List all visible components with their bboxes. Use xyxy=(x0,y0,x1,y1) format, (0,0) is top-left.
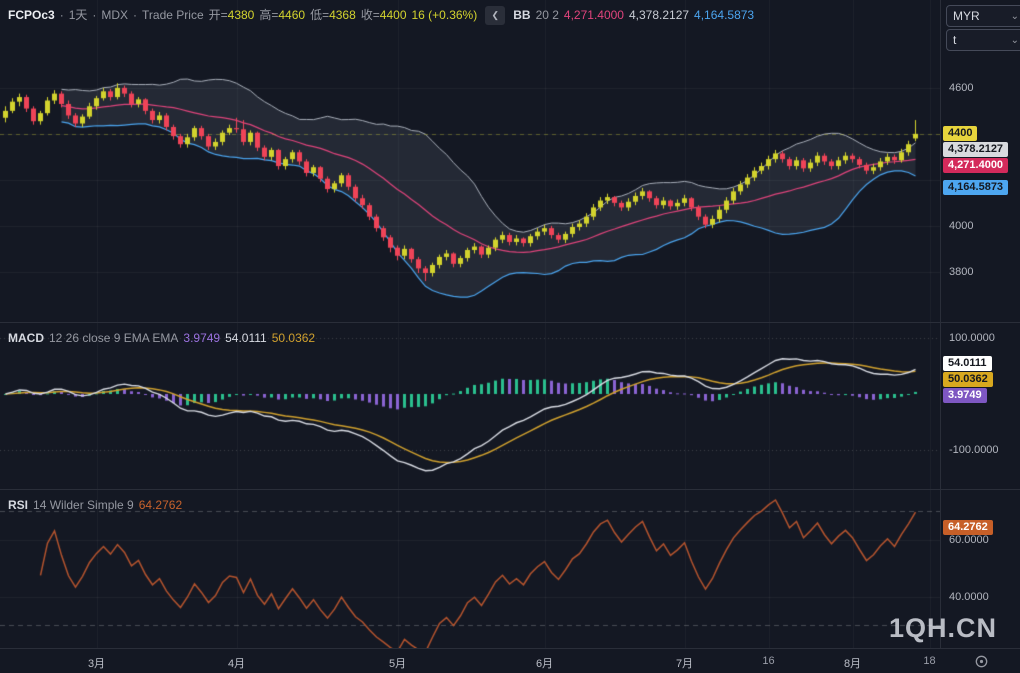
axis-tick-label: 3800 xyxy=(949,265,974,278)
high-value: 高=4460 xyxy=(259,8,306,22)
unit-select[interactable]: t ⌄ xyxy=(946,29,1020,51)
time-axis-label: 4月 xyxy=(227,658,246,670)
bb-upper-value: 4,378.2127 xyxy=(628,8,690,22)
axis-tick-label: 60.0000 xyxy=(949,533,989,546)
time-axis-label: 6月 xyxy=(535,658,554,670)
rsi-pane-canvas[interactable] xyxy=(0,490,940,648)
price-axis-badge: 4400 xyxy=(943,125,978,141)
price-axis-badge: 4,378.2127 xyxy=(943,141,1009,157)
rsi-params: 14 Wilder Simple 9 xyxy=(33,498,134,512)
currency-select[interactable]: MYR ⌄ xyxy=(946,5,1020,27)
close-value: 收=4400 xyxy=(360,8,407,22)
watermark: 1QH.CN xyxy=(888,613,997,643)
macd-legend: MACD 12 26 close 9 EMA EMA 3.9749 54.011… xyxy=(8,329,315,348)
price-axis-badge: 4,164.5873 xyxy=(943,180,1009,195)
macd-hist-value: 3.9749 xyxy=(183,331,221,345)
bb-lower-value: 4,164.5873 xyxy=(694,8,755,22)
pane-separator[interactable] xyxy=(0,322,1020,323)
macd-indicator-label[interactable]: MACD xyxy=(8,331,44,345)
macd-axis-badge: 3.9749 xyxy=(943,387,987,403)
separator-dot: · xyxy=(133,8,138,22)
axis-tick-label: 4600 xyxy=(949,81,974,94)
bb-basis-value: 4,271.4000 xyxy=(563,8,624,22)
macd-axis-badge: 50.0362 xyxy=(943,371,993,387)
low-value: 低=4368 xyxy=(310,8,356,22)
open-value: 开=4380 xyxy=(208,8,255,22)
rsi-axis-badge: 64.2762 xyxy=(943,519,993,535)
time-axis-label: 5月 xyxy=(388,658,407,670)
rsi-value: 64.2762 xyxy=(138,498,183,512)
symbol-name[interactable]: FCPOc3 xyxy=(8,8,55,22)
time-axis-label: 3月 xyxy=(87,658,106,670)
unit-select-value: t xyxy=(953,33,957,47)
price-pane-canvas[interactable] xyxy=(0,0,940,322)
time-axis-label: 18 xyxy=(923,655,936,667)
chevron-down-icon: ⌄ xyxy=(1010,34,1019,46)
exchange-label: MDX xyxy=(101,8,129,22)
separator-dot: · xyxy=(92,8,97,22)
axis-tick-label: 40.0000 xyxy=(949,590,989,603)
macd-params: 12 26 close 9 EMA EMA xyxy=(49,331,179,345)
price-legend: FCPOc3 · 1天 · MDX · Trade Price 开=4380 高… xyxy=(8,6,754,25)
bb-indicator-label[interactable]: BB xyxy=(513,8,531,22)
time-axis-label: 16 xyxy=(762,655,775,667)
rsi-legend: RSI 14 Wilder Simple 9 64.2762 xyxy=(8,496,182,515)
currency-select-value: MYR xyxy=(953,9,980,23)
macd-axis-badge: 54.0111 xyxy=(943,355,992,371)
axis-settings-icon[interactable] xyxy=(971,653,991,669)
axis-tick-label: -100.0000 xyxy=(949,443,999,456)
macd-signal-value: 50.0362 xyxy=(271,331,316,345)
price-axis-gutter[interactable]: MYR ⌄ t ⌄ 4600 4000 3800 100.0000 -100.0000 6… xyxy=(940,0,1020,673)
axis-tick-label: 100.0000 xyxy=(949,332,995,345)
pane-separator[interactable] xyxy=(0,489,1020,490)
time-axis[interactable]: 3月 4月 5月 6月 7月 16 8月 18 xyxy=(0,648,1020,673)
chevron-down-icon: ⌄ xyxy=(1010,10,1019,22)
time-axis-label: 8月 xyxy=(843,658,862,670)
series-type-label: Trade Price xyxy=(142,8,204,22)
price-axis-badge: 4,271.4000 xyxy=(943,157,1009,173)
macd-line-value: 54.0111 xyxy=(225,331,267,345)
bb-params: 20 2 xyxy=(535,8,559,22)
interval-label[interactable]: 1天 xyxy=(68,8,88,22)
change-value: 16 (+0.36%) xyxy=(411,8,478,22)
separator-dot: · xyxy=(59,8,64,22)
axis-tick-label: 4000 xyxy=(949,219,974,232)
macd-pane-canvas[interactable] xyxy=(0,323,940,489)
time-axis-label: 7月 xyxy=(675,658,694,670)
collapse-legend-button[interactable]: ❮ xyxy=(485,6,506,25)
rsi-indicator-label[interactable]: RSI xyxy=(8,498,29,512)
